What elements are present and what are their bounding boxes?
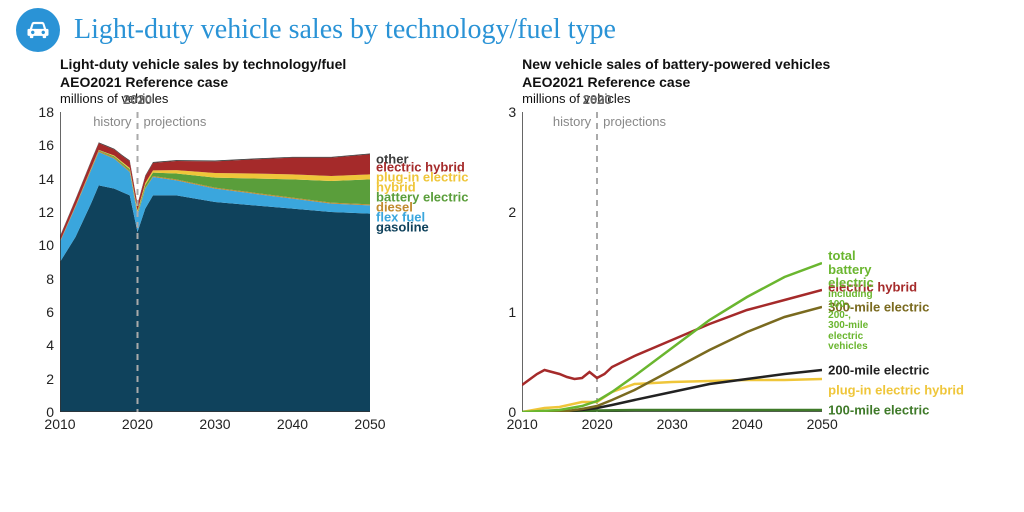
car-icon-svg	[24, 16, 52, 44]
right-line-chart	[522, 112, 822, 412]
left-plot-area: 024681012141618201020202030204020502020h…	[60, 112, 370, 412]
right-ytick-2: 2	[508, 204, 522, 220]
right-year-marker: 2020	[583, 92, 612, 107]
legend-e200: 200-mile electric	[828, 363, 929, 378]
left-ytick-16: 16	[38, 137, 60, 153]
left-ytick-18: 18	[38, 104, 60, 120]
legend-phev: plug-in electric hybrid	[828, 383, 964, 398]
legend-e100: 100-mile electric	[828, 403, 929, 418]
charts-container: Light-duty vehicle sales by technology/f…	[0, 56, 1024, 412]
header: Light-duty vehicle sales by technology/f…	[0, 0, 1024, 56]
line-e300	[522, 307, 822, 412]
line-phev	[522, 379, 822, 412]
left-xtick-2040: 2040	[277, 412, 308, 432]
legend-total-bev: total battery electric including 100-, 2…	[828, 249, 874, 353]
left-xtick-2050: 2050	[354, 412, 385, 432]
right-xtick-2020: 2020	[582, 412, 613, 432]
legend-gasoline: gasoline	[376, 220, 429, 235]
right-xtick-2030: 2030	[657, 412, 688, 432]
area-gasoline	[60, 185, 370, 412]
right-title-1: New vehicle sales of battery-powered veh…	[522, 56, 984, 74]
left-xtick-2030: 2030	[199, 412, 230, 432]
left-year-marker: 2020	[123, 92, 152, 107]
right-ytick-1: 1	[508, 304, 522, 320]
right-plot-area: 0123201020202030204020502020historyproje…	[522, 112, 822, 412]
line-total_bev	[522, 263, 822, 412]
right-chart-panel: New vehicle sales of battery-powered veh…	[522, 56, 984, 412]
left-ytick-12: 12	[38, 204, 60, 220]
right-xtick-2010: 2010	[507, 412, 538, 432]
left-projections-label: projections	[144, 114, 207, 129]
page-title: Light-duty vehicle sales by technology/f…	[74, 14, 616, 46]
right-history-label: history	[553, 114, 591, 129]
left-title-1: Light-duty vehicle sales by technology/f…	[60, 56, 502, 74]
left-ytick-14: 14	[38, 171, 60, 187]
left-area-chart	[60, 112, 370, 412]
right-projections-label: projections	[603, 114, 666, 129]
left-title-2: AEO2021 Reference case	[60, 74, 502, 92]
left-ytick-2: 2	[46, 371, 60, 387]
right-title-2: AEO2021 Reference case	[522, 74, 984, 92]
left-ytick-10: 10	[38, 237, 60, 253]
left-xtick-2020: 2020	[122, 412, 153, 432]
left-ytick-4: 4	[46, 337, 60, 353]
left-history-label: history	[93, 114, 131, 129]
right-xtick-2040: 2040	[732, 412, 763, 432]
left-chart-panel: Light-duty vehicle sales by technology/f…	[60, 56, 502, 412]
left-ytick-8: 8	[46, 271, 60, 287]
right-ytick-3: 3	[508, 104, 522, 120]
car-icon	[16, 8, 60, 52]
left-xtick-2010: 2010	[44, 412, 75, 432]
left-ytick-6: 6	[46, 304, 60, 320]
